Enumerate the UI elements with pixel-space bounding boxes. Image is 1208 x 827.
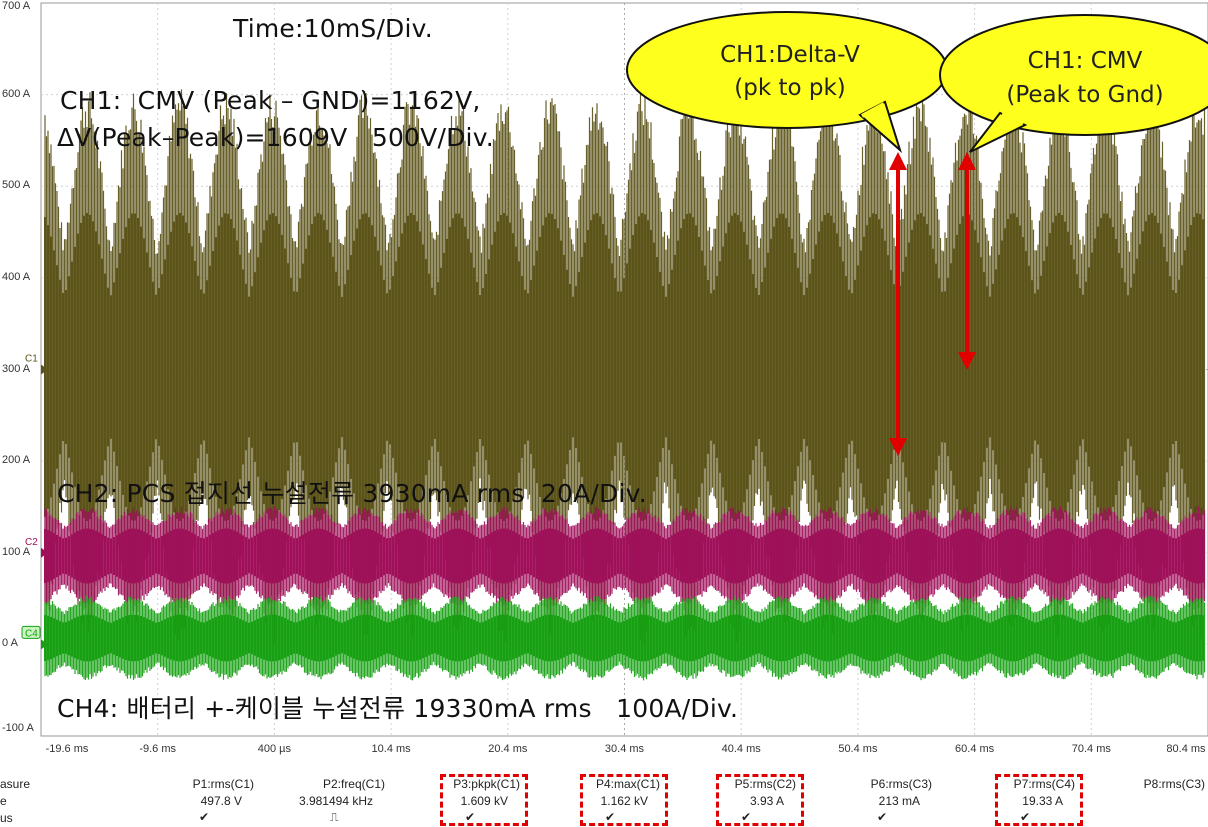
channel-marker-c4: C4	[21, 625, 48, 650]
measure-param-label: P8:rms(C3)	[1143, 777, 1205, 791]
y-tick-label: 200 A	[2, 454, 31, 467]
x-tick-label: 40.4 ms	[721, 743, 761, 755]
measure-param-label: P5:rms(C2)	[734, 777, 796, 791]
channel-markers: C1 C2 C4	[21, 354, 48, 650]
measure-param-value: 497.8 V	[200, 794, 242, 808]
measure-status-icon: ✔	[605, 810, 616, 824]
measure-param-label: P1:rms(C1)	[192, 777, 254, 791]
y-tick-label: 600 A	[2, 87, 31, 100]
value-row-label: e	[0, 794, 7, 808]
x-tick-label: 50.4 ms	[838, 743, 878, 755]
x-tick-label: -9.6 ms	[139, 743, 177, 755]
highlight-box	[580, 774, 668, 826]
y-tick-label: -100 A	[2, 722, 34, 734]
x-tick-label: 20.4 ms	[488, 743, 528, 755]
callout-delta-v	[626, 11, 948, 154]
callout-cmv-line2: (Peak to Gnd)	[1006, 82, 1163, 108]
measure-param-label: P2:freq(C1)	[322, 777, 385, 791]
y-tick-label: 100 A	[2, 545, 31, 558]
delta-v-arrow	[889, 152, 907, 456]
channel-marker-c1: C1	[25, 354, 48, 375]
measure-param-value: 19.33 A	[1022, 794, 1063, 808]
measure-param-value: 1.162 kV	[600, 794, 648, 808]
measure-status-icon: ✔	[877, 810, 888, 824]
measure-param-value: 3.93 A	[749, 794, 784, 808]
channel-marker-label: C1	[25, 354, 38, 365]
measure-status-icon: ✔	[741, 810, 752, 824]
y-tick-label: 0 A	[2, 637, 18, 650]
measure-row-label: asure	[0, 777, 31, 791]
status-row-label: us	[0, 811, 13, 825]
measure-param-label: P3:pkpk(C1)	[453, 777, 520, 791]
x-tick-label: 80.4 ms	[1166, 743, 1206, 755]
highlight-box	[440, 774, 528, 826]
ch1-annotation-line2: ΔV(Peak–Peak)=1609V 500V/Div.	[57, 123, 494, 152]
measure-status-icon: ✔	[199, 810, 210, 824]
callout-cmv	[939, 14, 1208, 153]
highlight-box	[995, 774, 1083, 826]
x-tick-label: 60.4 ms	[955, 743, 995, 755]
x-tick-label: 70.4 ms	[1071, 743, 1111, 755]
y-tick-label: 400 A	[2, 270, 31, 283]
trace-core-ch2	[44, 528, 1204, 584]
highlight-box	[716, 774, 804, 826]
y-tick-label: 500 A	[2, 179, 31, 192]
ch1-annotation-line1: CH1: CMV (Peak – GND)=1162V,	[60, 86, 481, 115]
measure-param-value: 213 mA	[878, 794, 920, 808]
measure-param-label: P4:max(C1)	[595, 777, 660, 791]
y-tick-label: 300 A	[2, 362, 31, 375]
measure-param-label: P7:rms(C4)	[1013, 777, 1075, 791]
measure-param-label: P6:rms(C3)	[870, 777, 932, 791]
x-tick-label: -19.6 ms	[45, 743, 89, 755]
ch2-annotation: CH2: PCS 접지선 누설전류 3930mA rms 20A/Div.	[57, 479, 647, 508]
cmv-arrow	[958, 152, 976, 370]
callout-delta-v-line1: CH1:Delta-V	[720, 42, 860, 68]
trace-core-ch1	[44, 213, 1204, 521]
measure-status-icon: ⎍	[330, 810, 339, 824]
measure-param-value: 3.981494 kHz	[298, 794, 373, 808]
callout-cmv-line1: CH1: CMV	[1028, 48, 1143, 74]
channel-marker-label: C4	[25, 628, 38, 639]
measure-param-value: 1.609 kV	[460, 794, 508, 808]
x-tick-label: 30.4 ms	[604, 743, 645, 755]
y-tick-label: 700 A	[2, 0, 31, 12]
trace-core-ch4	[44, 614, 1204, 662]
channel-marker-c2: C2	[25, 537, 48, 558]
measure-status-icon: ✔	[1020, 810, 1031, 824]
measure-status-icon: ✔	[465, 810, 476, 824]
x-tick-label: 10.4 ms	[371, 743, 411, 755]
ch4-annotation: CH4: 배터리 +-케이블 누설전류 19330mA rms 100A/Div…	[57, 694, 739, 723]
measurement-table: asure e us P1:rms(C1) 497.8 V ✔ P2:freq(C1)…	[0, 773, 1208, 827]
channel-marker-label: C2	[25, 537, 38, 548]
x-tick-label: 400 µs	[257, 743, 292, 755]
callout-delta-v-line2: (pk to pk)	[734, 75, 846, 101]
chart-title: Time:10mS/Div.	[233, 14, 433, 43]
